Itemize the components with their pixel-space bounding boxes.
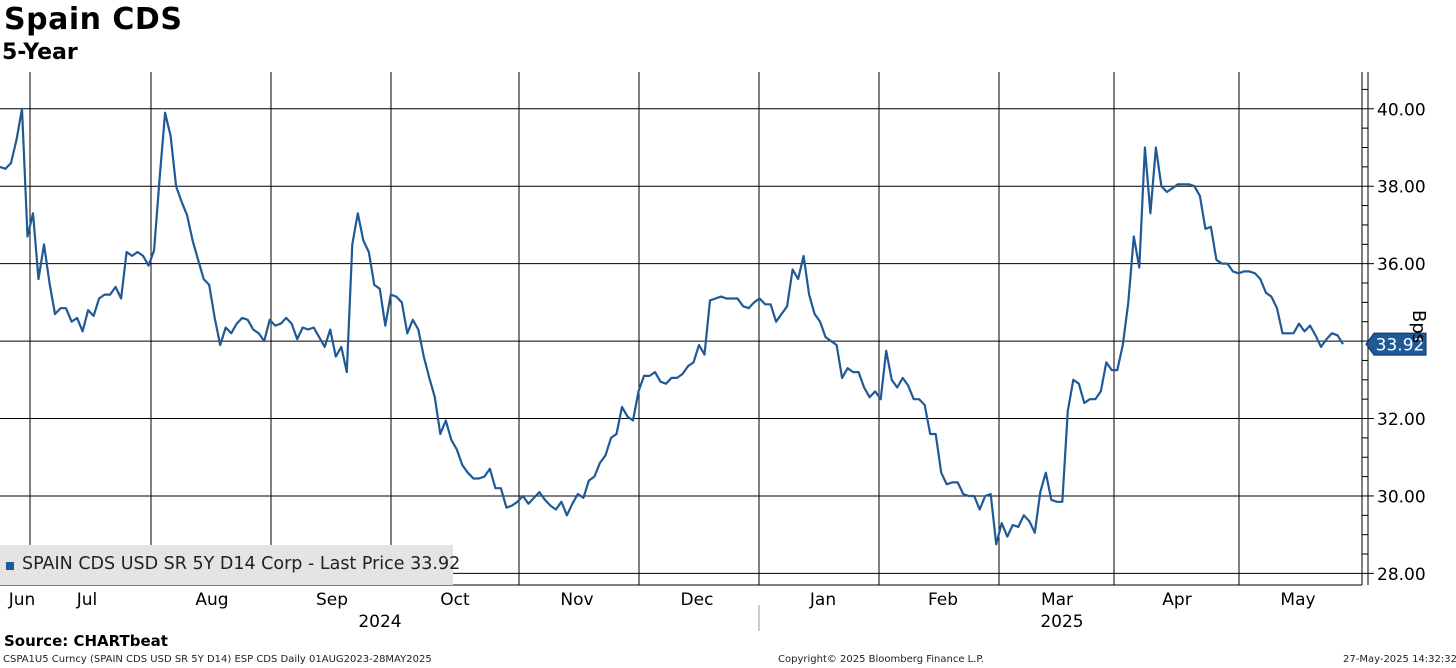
y-tick-label: 36.00 xyxy=(1377,255,1426,275)
footer-copyright: Copyright© 2025 Bloomberg Finance L.P. xyxy=(778,654,985,665)
x-tick-label: Sep xyxy=(316,590,348,610)
series-line xyxy=(0,107,1344,546)
last-price-label: 33.92 xyxy=(1376,336,1425,356)
y-tick-label: 30.00 xyxy=(1377,487,1426,507)
footer-timestamp: 27-May-2025 14:32:32 xyxy=(1343,654,1456,665)
chart-subtitle: 5-Year xyxy=(2,40,78,65)
x-tick-label: Jan xyxy=(809,590,836,610)
y-tick-label: 40.00 xyxy=(1377,100,1426,120)
x-tick-label: Mar xyxy=(1041,590,1073,610)
x-tick-label: Apr xyxy=(1162,590,1191,610)
footer-ticker-info: CSPA1U5 Curncy (SPAIN CDS USD SR 5Y D14)… xyxy=(3,654,432,665)
y-tick-label: 32.00 xyxy=(1377,410,1426,430)
x-tick-label: Jul xyxy=(76,590,98,610)
x-tick-label: Jun xyxy=(8,590,36,610)
legend: SPAIN CDS USD SR 5Y D14 Corp - Last Pric… xyxy=(0,545,460,585)
x-year-label: 2024 xyxy=(358,612,401,632)
x-tick-label: Oct xyxy=(440,590,470,610)
last-price-badge xyxy=(1365,332,1427,356)
x-tick-label: Nov xyxy=(560,590,593,610)
x-tick-label: Feb xyxy=(928,590,958,610)
y-tick-label: 28.00 xyxy=(1377,565,1426,585)
legend-label: SPAIN CDS USD SR 5Y D14 Corp - Last Pric… xyxy=(22,554,461,574)
x-tick-label: May xyxy=(1280,590,1315,610)
chart-title: Spain CDS xyxy=(4,2,183,37)
y-axis-label: Bps xyxy=(1408,310,1429,344)
x-year-label: 2025 xyxy=(1040,612,1083,632)
x-tick-label: Dec xyxy=(681,590,714,610)
y-tick-label: 38.00 xyxy=(1377,178,1426,198)
legend-swatch xyxy=(6,562,14,570)
source-note: Source: CHARTbeat xyxy=(4,632,168,650)
x-tick-label: Aug xyxy=(195,590,228,610)
